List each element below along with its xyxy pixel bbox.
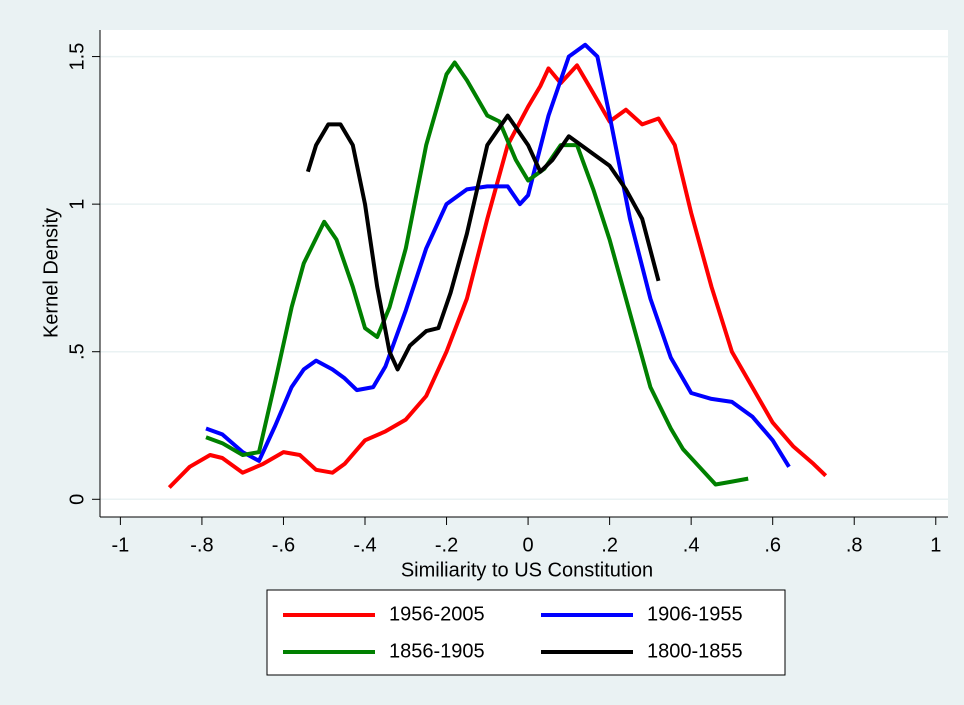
y-tick-label: .5 <box>66 343 88 360</box>
legend-label: 1800-1855 <box>647 640 743 662</box>
y-tick-label: 0 <box>66 494 88 505</box>
x-tick-label: -1 <box>111 534 129 556</box>
x-tick-label: .4 <box>683 534 700 556</box>
legend-box <box>266 589 786 676</box>
x-axis-label: Similiarity to US Constitution <box>401 559 653 581</box>
x-tick-label: .2 <box>601 534 618 556</box>
legend-label: 1906-1955 <box>647 603 743 625</box>
x-tick-label: 1 <box>930 534 941 556</box>
density-line <box>205 42 791 468</box>
x-tick-label: 0 <box>523 534 534 556</box>
density-line <box>167 63 828 489</box>
x-tick-label: -.8 <box>190 534 213 556</box>
x-tick-label: -.6 <box>272 534 295 556</box>
y-axis-label: Kernel Density <box>40 208 62 338</box>
x-tick-label: -.4 <box>353 534 376 556</box>
density-line <box>205 60 749 487</box>
y-tick-label: 1 <box>66 199 88 210</box>
y-tick-label: 1.5 <box>66 43 88 71</box>
x-tick-label: .8 <box>846 534 863 556</box>
x-tick-label: .6 <box>764 534 781 556</box>
x-tick-label: -.2 <box>435 534 458 556</box>
density-line <box>305 113 661 372</box>
legend-label: 1856-1905 <box>389 640 485 662</box>
legend-label: 1956-2005 <box>389 603 485 625</box>
